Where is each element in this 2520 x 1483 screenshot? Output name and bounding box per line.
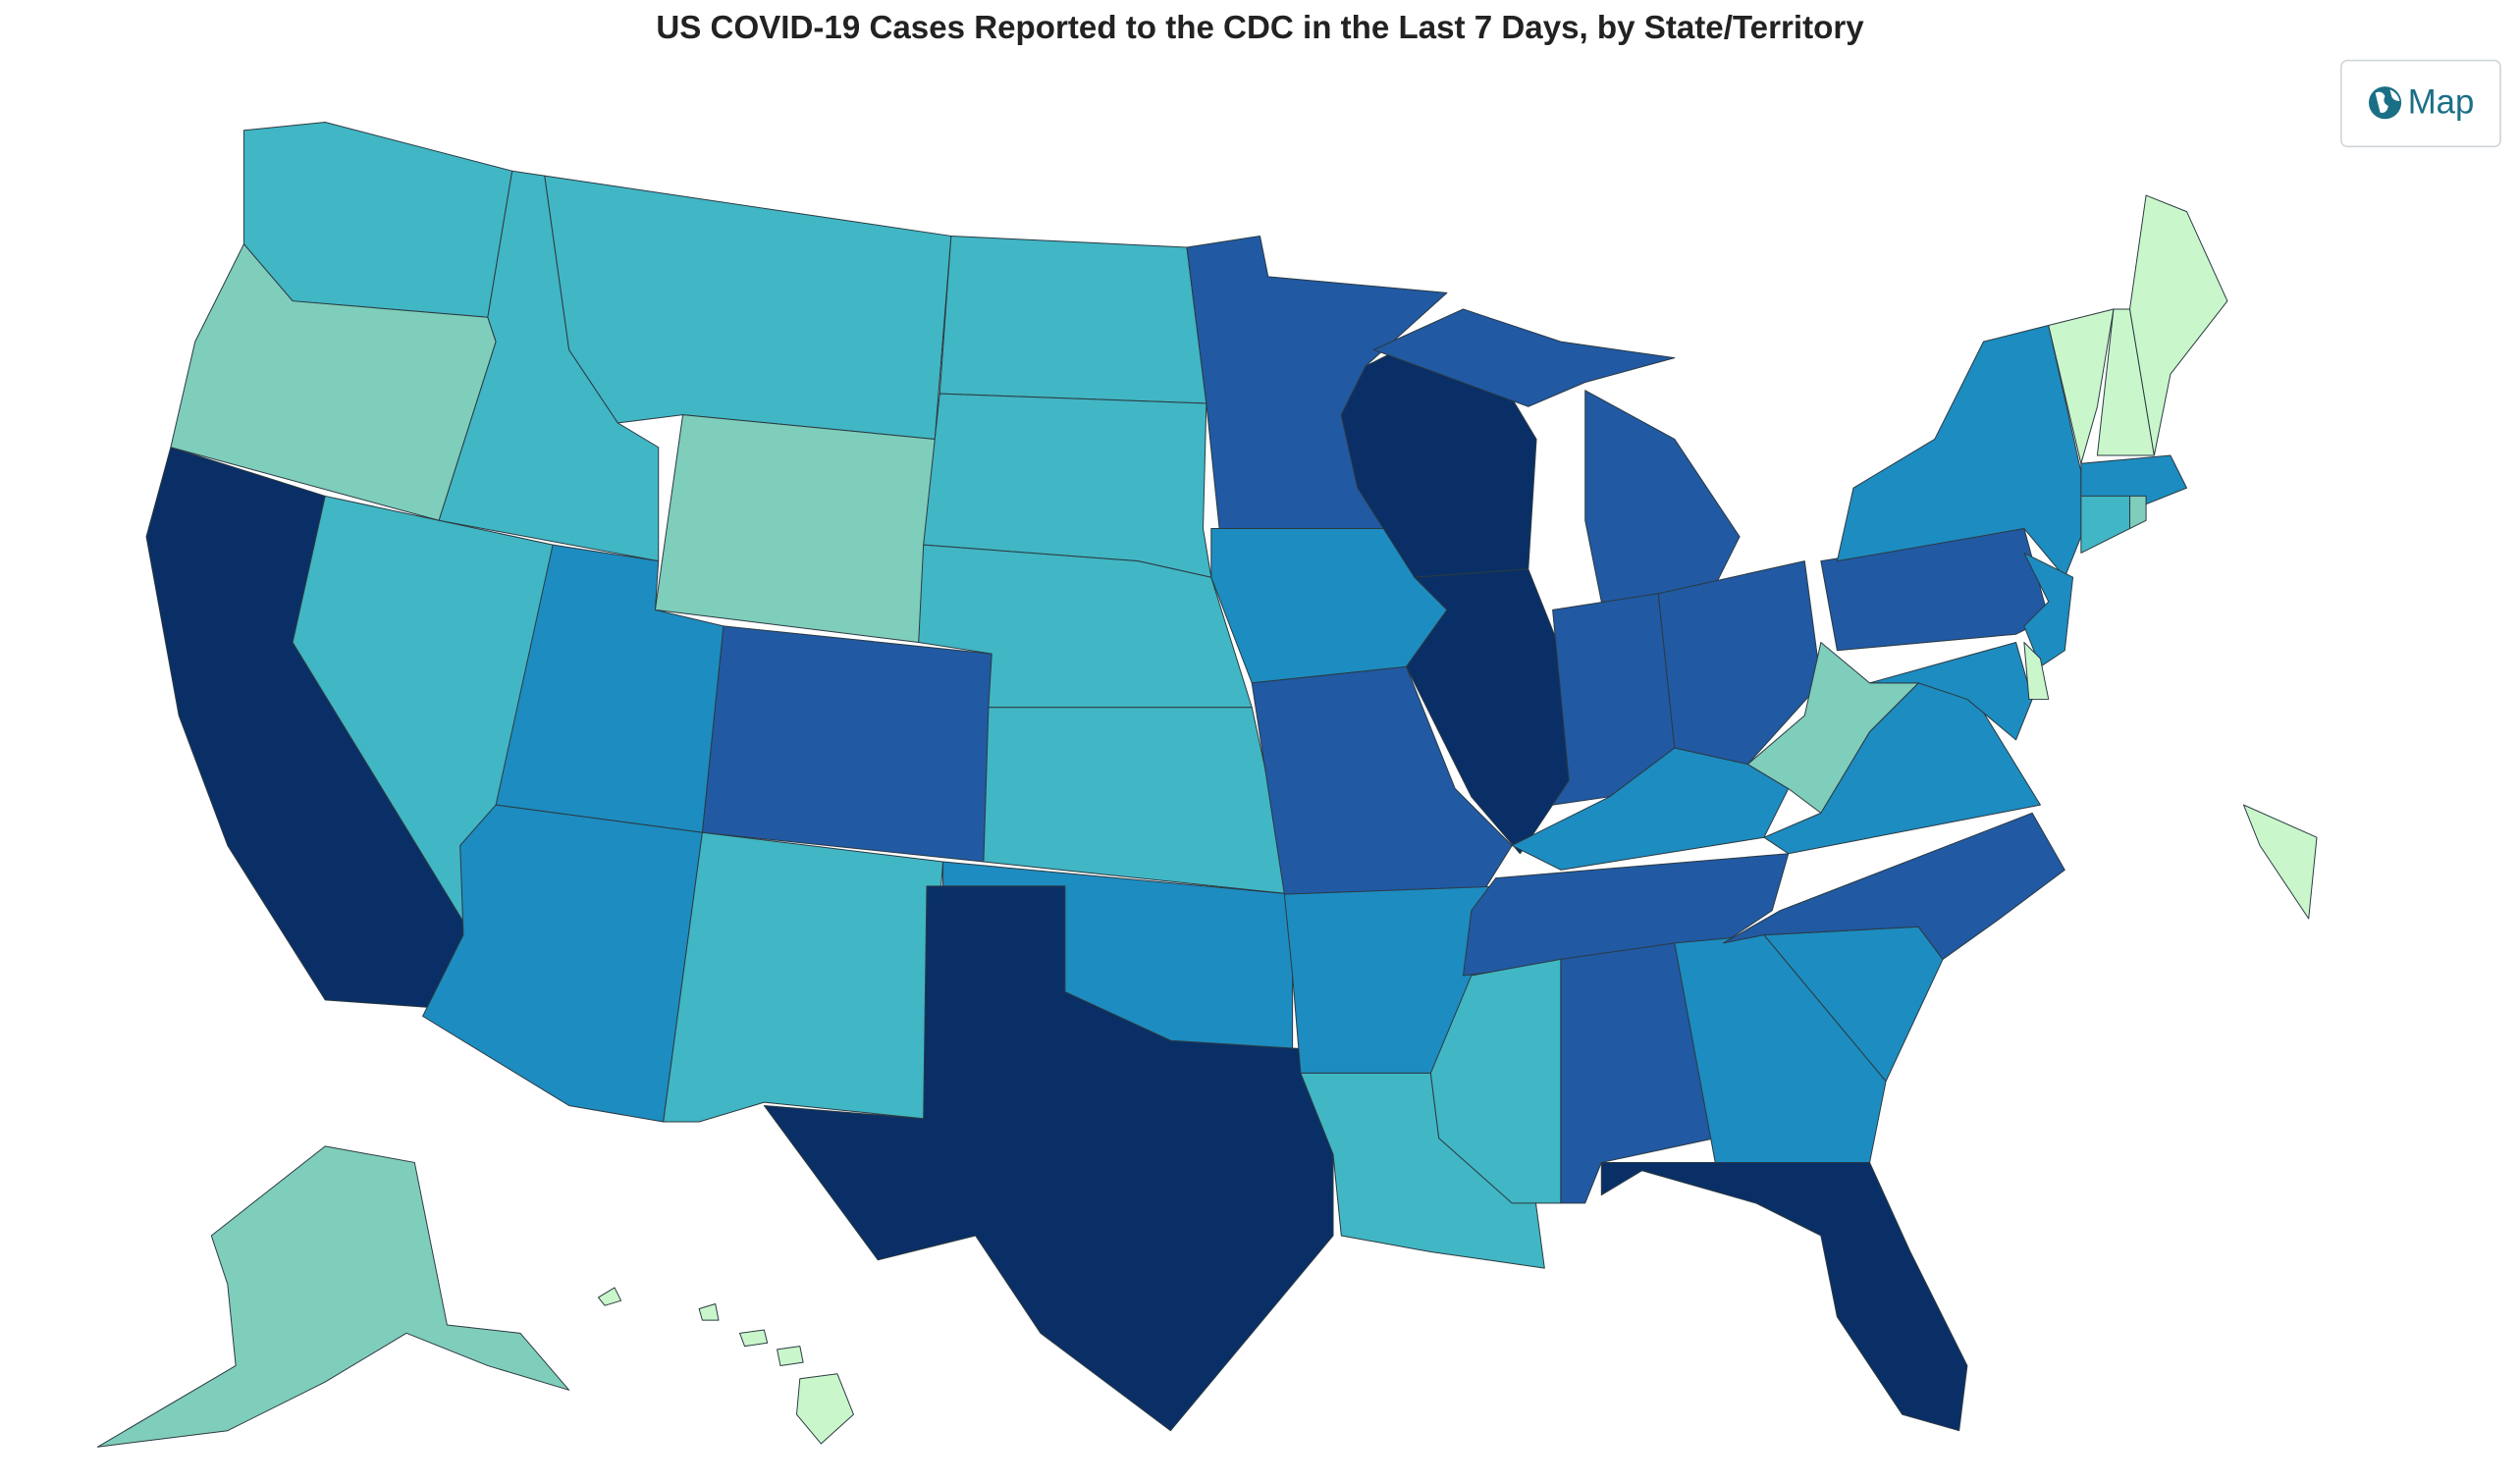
globe-land xyxy=(2375,89,2400,113)
state-shape xyxy=(1406,568,1570,855)
state-shape xyxy=(663,831,944,1123)
state-shape xyxy=(763,885,1334,1432)
state-shape xyxy=(983,707,1294,895)
state-shape xyxy=(2129,495,2147,530)
state-shape xyxy=(1869,641,2033,741)
state-shape xyxy=(2023,641,2050,700)
state-shape xyxy=(422,804,703,1123)
globe-icon xyxy=(2368,86,2402,120)
button-label[interactable]: Map xyxy=(2408,83,2475,121)
map-title: US COVID-19 Cases Reported to the CDC in… xyxy=(656,10,1864,46)
state-shape xyxy=(777,1346,804,1366)
state-shape xyxy=(2080,495,2131,554)
state-shape xyxy=(96,1145,570,1448)
state-shape xyxy=(1836,325,2082,578)
state-shape xyxy=(2129,194,2228,456)
state-shape xyxy=(242,122,513,318)
state-shape xyxy=(1584,390,1741,603)
state-shape xyxy=(1657,560,1822,766)
state-shape xyxy=(1372,308,1676,407)
state-layer xyxy=(96,122,2318,1448)
state-shape xyxy=(1600,1161,1968,1432)
button-frame xyxy=(2339,59,2501,148)
state-shape xyxy=(1722,812,2065,960)
state-shape xyxy=(597,1287,622,1306)
state-shape xyxy=(2048,308,2115,464)
state-shape xyxy=(544,175,952,440)
state-shape xyxy=(739,1329,769,1348)
state-shape xyxy=(2242,804,2318,920)
state-shape xyxy=(698,1303,720,1321)
state-shape xyxy=(938,235,1207,404)
state-shape xyxy=(654,414,936,643)
map-toggle-button[interactable]: Map xyxy=(2339,59,2501,148)
state-shape xyxy=(2080,454,2187,505)
state-shape xyxy=(796,1373,854,1445)
state-shape xyxy=(701,625,992,863)
